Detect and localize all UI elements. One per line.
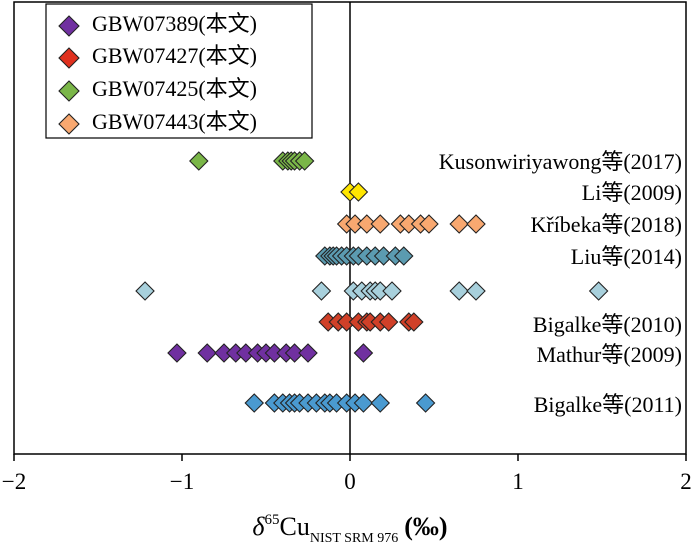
point-gbw07443-9 <box>466 214 486 234</box>
legend-markers <box>58 15 80 135</box>
legend-marker-3 <box>58 113 80 135</box>
x-tick-label-0: 0 <box>344 469 356 494</box>
point-kribeka2018-8 <box>449 281 469 301</box>
point-bigalke2011-13 <box>353 393 374 413</box>
x-tick-label-1: 1 <box>512 469 524 494</box>
legend-marker-1 <box>58 47 80 69</box>
point-gbw07389-1 <box>197 343 217 363</box>
point-gbw07427-9 <box>404 312 424 332</box>
x-tick-label-neg1: −1 <box>170 469 194 494</box>
series-liu2014 <box>315 246 414 266</box>
point-gbw07443-3 <box>370 214 391 234</box>
study-labels: Kusonwiriyawong等(2017) Li等(2009) Kříbeka… <box>439 149 682 417</box>
point-gbw07443-7 <box>419 214 439 234</box>
legend-label-gbw07389: GBW07389(本文) <box>92 11 257 36</box>
point-gbw07389-11 <box>353 343 374 363</box>
point-gbw07389-0 <box>167 343 187 363</box>
point-gbw07389-9 <box>284 343 305 363</box>
x-ticks <box>13 454 687 461</box>
study-label-kribeka-2018: Kříbeka等(2018) <box>530 212 682 237</box>
x-axis-delta: δ <box>252 512 265 541</box>
legend-label-gbw07425: GBW07425(本文) <box>92 76 257 101</box>
point-li2009-1 <box>348 182 369 202</box>
point-kribeka2018-0 <box>135 281 155 301</box>
series-kribeka2018 <box>135 281 609 301</box>
legend-label-gbw07427: GBW07427(本文) <box>92 43 257 68</box>
point-liu2014-12 <box>393 246 414 266</box>
point-kribeka2018-7 <box>382 281 402 301</box>
data-points <box>135 151 609 413</box>
point-gbw07425-6 <box>294 151 315 171</box>
x-axis: −2 −1 0 1 2 δ65CuNIST SRM 976 (‰) <box>2 454 692 546</box>
x-axis-title: δ65CuNIST SRM 976 (‰) <box>252 512 447 546</box>
point-bigalke2011-14 <box>370 393 391 413</box>
series-gbw07443 <box>336 214 486 234</box>
point-gbw07425-0 <box>189 151 209 171</box>
legend-label-gbw07443: GBW07443(本文) <box>92 109 257 134</box>
x-axis-subscript: NIST SRM 976 <box>310 531 398 546</box>
x-axis-unit: (‰) <box>404 512 447 541</box>
study-label-liu-2014: Liu等(2014) <box>571 244 682 269</box>
x-axis-superscript: 65 <box>264 512 279 528</box>
point-kribeka2018-1 <box>311 281 332 301</box>
study-label-bigalke-2011: Bigalke等(2011) <box>534 392 682 417</box>
point-kribeka2018-10 <box>588 281 609 301</box>
series-gbw07425 <box>189 151 315 171</box>
x-tick-label-neg2: −2 <box>2 469 26 494</box>
study-label-kusonwiriyawong-2017: Kusonwiriyawong等(2017) <box>439 149 682 174</box>
point-gbw07443-2 <box>357 214 377 234</box>
legend-box <box>45 3 313 139</box>
series-gbw07389 <box>167 343 374 363</box>
series-bigalke2011 <box>244 393 436 413</box>
legend-marker-0 <box>58 15 80 37</box>
point-gbw07389-10 <box>298 343 318 363</box>
study-label-mathur-2009: Mathur等(2009) <box>537 342 682 367</box>
x-axis-element: Cu <box>279 512 309 541</box>
study-label-bigalke-2010: Bigalke等(2010) <box>533 312 682 337</box>
series-gbw07427 <box>318 312 424 332</box>
study-label-li-2009: Li等(2009) <box>582 180 682 205</box>
point-kribeka2018-9 <box>466 281 486 301</box>
point-bigalke2011-15 <box>415 393 436 413</box>
legend: GBW07389(本文) GBW07427(本文) GBW07425(本文) G… <box>45 3 313 139</box>
series-li2009 <box>340 182 369 202</box>
point-gbw07427-7 <box>378 312 399 332</box>
point-bigalke2011-0 <box>244 393 265 413</box>
legend-marker-2 <box>58 80 80 102</box>
point-gbw07443-8 <box>449 214 469 234</box>
x-tick-label-2: 2 <box>680 469 692 494</box>
